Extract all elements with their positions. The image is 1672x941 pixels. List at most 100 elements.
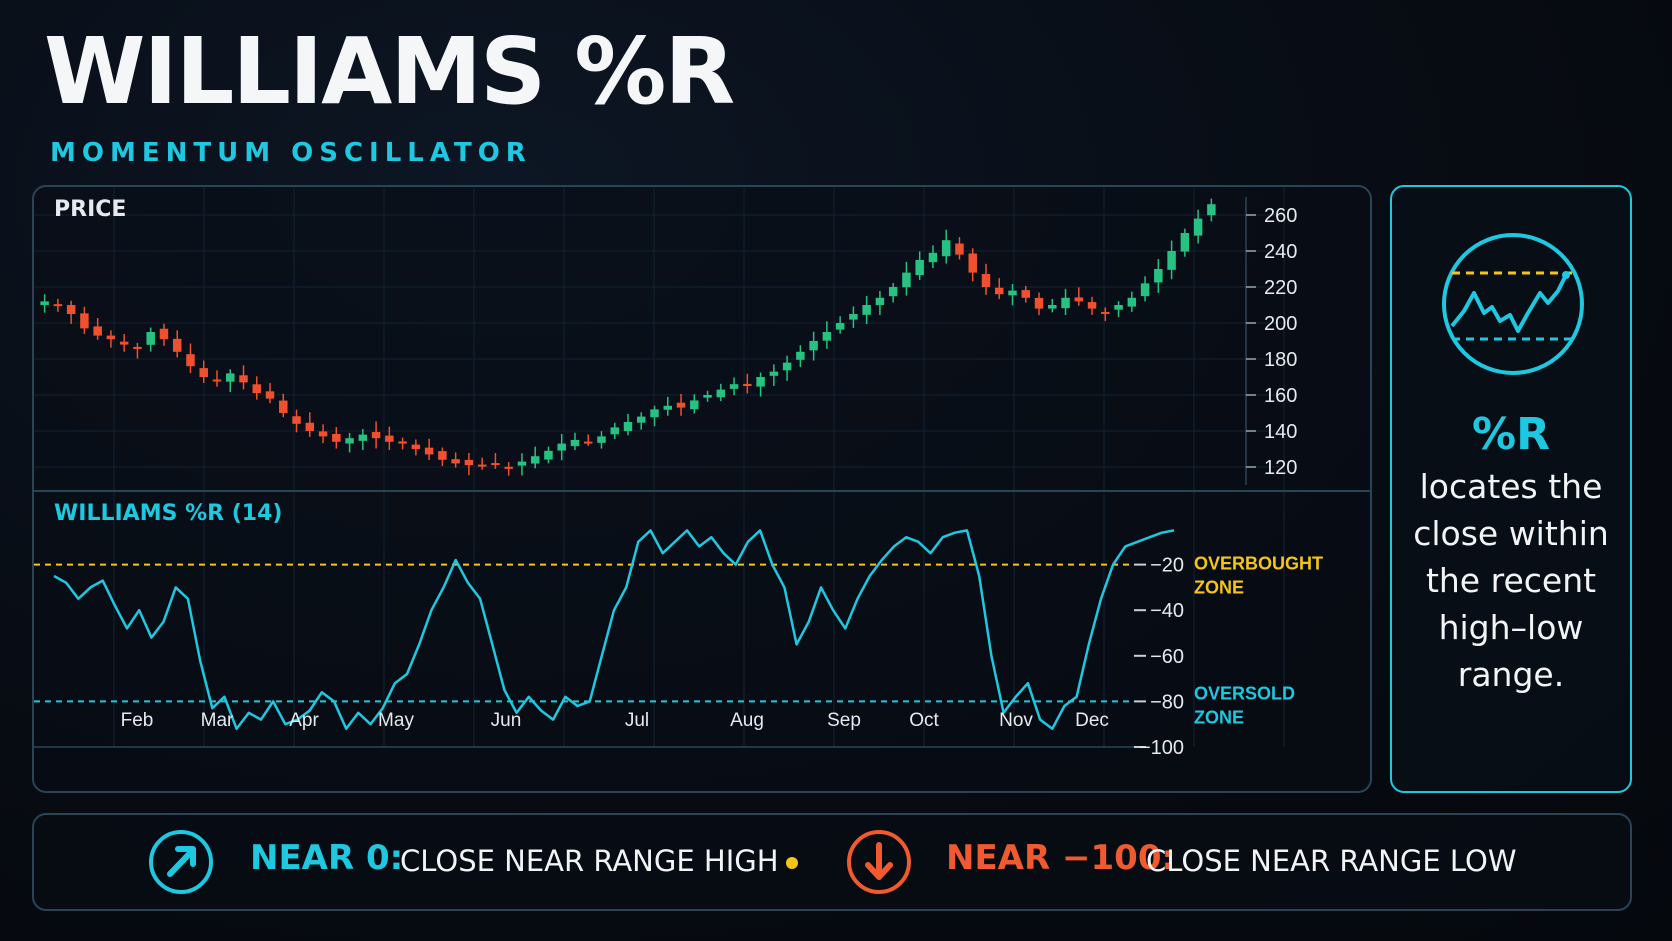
candle-body xyxy=(530,456,540,464)
candle-body xyxy=(1034,297,1044,309)
candle-body xyxy=(1021,290,1030,298)
price-tick-label: 200 xyxy=(1264,313,1297,335)
candle-body xyxy=(769,371,779,376)
separator-dot xyxy=(786,857,798,869)
candle-body xyxy=(835,323,845,330)
side-line: high–low xyxy=(1438,608,1584,647)
near-zero-key: NEAR 0: xyxy=(250,838,404,878)
x-axis-label: Jul xyxy=(625,710,649,731)
candle-body xyxy=(411,444,421,449)
x-axis-label: Feb xyxy=(121,710,154,731)
candle-body xyxy=(477,464,487,467)
candle-body xyxy=(212,379,222,382)
side-line: close within xyxy=(1413,514,1609,553)
candle-body xyxy=(676,402,686,408)
candle-body xyxy=(265,391,275,399)
candle-body xyxy=(743,383,752,386)
x-axis-label: Aug xyxy=(730,710,764,731)
price-tick-label: 120 xyxy=(1264,457,1297,479)
candle-body xyxy=(1127,297,1137,307)
candle-body xyxy=(119,341,129,345)
side-line: the recent xyxy=(1425,561,1597,600)
candle-body xyxy=(862,305,871,315)
candle-body xyxy=(1114,305,1123,310)
arrow-down-icon xyxy=(847,830,911,894)
candle-body xyxy=(371,432,381,439)
x-axis-label: Nov xyxy=(999,710,1033,731)
x-axis-label: May xyxy=(378,710,414,731)
candle-body xyxy=(1193,218,1203,236)
candle-body xyxy=(1167,251,1176,270)
candle-body xyxy=(902,272,911,288)
candle-body xyxy=(822,332,832,341)
williams-tick-label: −60 xyxy=(1150,646,1184,668)
candle-body xyxy=(915,260,924,276)
x-axis-label: Mar xyxy=(201,710,234,731)
page-title: WILLIAMS %R xyxy=(44,18,735,125)
candle-body xyxy=(1048,305,1057,309)
candle-body xyxy=(796,351,805,360)
candle-body xyxy=(888,287,898,297)
near-zero-text: CLOSE NEAR RANGE HIGH xyxy=(400,844,779,878)
candle-body xyxy=(809,341,818,351)
williams-tick-label: −20 xyxy=(1150,555,1184,577)
candle-body xyxy=(968,253,977,273)
candle-body xyxy=(650,409,659,418)
candle-body xyxy=(398,441,407,444)
candle-body xyxy=(1140,283,1150,297)
oversold-label-zone: ZONE xyxy=(1194,707,1244,727)
williams-tick-label: −40 xyxy=(1150,600,1184,622)
candle-body xyxy=(172,338,182,352)
near-minus-100-text: CLOSE NEAR RANGE LOW xyxy=(1146,844,1517,878)
arrow-up-right-icon xyxy=(149,830,213,894)
candle-body xyxy=(583,441,593,444)
candle-body xyxy=(424,447,434,455)
candle-body xyxy=(292,416,301,424)
x-axis-label: Jun xyxy=(491,710,522,731)
x-axis-label: Oct xyxy=(909,710,939,731)
price-tick-label: 180 xyxy=(1264,349,1297,371)
side-line: locates the xyxy=(1419,467,1603,506)
candle-body xyxy=(146,332,155,345)
x-axis-label: Sep xyxy=(827,710,861,731)
side-panel: %R locates the close within the recent h… xyxy=(1390,185,1632,793)
price-tick-label: 260 xyxy=(1264,205,1297,227)
candle-body xyxy=(345,438,354,444)
oscillator-icon xyxy=(1442,233,1584,375)
candle-body xyxy=(279,400,288,413)
candle-body xyxy=(80,313,89,329)
candle-body xyxy=(1087,302,1097,309)
candle-body xyxy=(1180,233,1190,252)
candle-body xyxy=(610,427,619,435)
candle-body xyxy=(226,373,235,382)
candle-body xyxy=(464,459,474,466)
overbought-label: OVERBOUGHT xyxy=(1194,554,1323,574)
candle-body xyxy=(994,287,1004,295)
candle-body xyxy=(544,450,553,460)
candle-body xyxy=(504,466,513,469)
candle-body xyxy=(491,463,500,466)
side-description: locates the close within the recent high… xyxy=(1392,463,1630,698)
candle-body xyxy=(663,405,673,410)
candle-body xyxy=(239,375,248,383)
candle-body xyxy=(332,433,341,442)
candle-body xyxy=(358,434,368,441)
candle-body xyxy=(756,377,765,387)
candle-body xyxy=(133,346,142,349)
side-heading: %R xyxy=(1472,409,1550,460)
candle-body xyxy=(941,240,951,257)
candle-body xyxy=(53,304,63,307)
candle-body xyxy=(1207,204,1216,216)
candle-body xyxy=(637,416,646,423)
candle-body xyxy=(981,274,991,287)
candle-body xyxy=(252,384,262,394)
candle-body xyxy=(438,451,447,460)
candle-body xyxy=(159,328,169,340)
candle-body xyxy=(93,326,102,336)
candle-body xyxy=(928,252,938,263)
candle-body xyxy=(557,443,566,451)
candle-body xyxy=(690,400,699,410)
price-pane-title: PRICE xyxy=(54,197,126,222)
candle-body xyxy=(597,436,606,443)
candle-body xyxy=(318,431,328,437)
